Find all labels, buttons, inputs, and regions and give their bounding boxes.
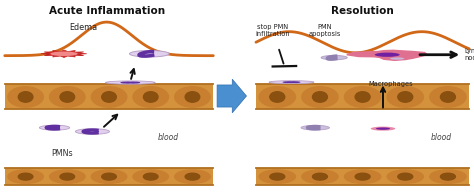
- Ellipse shape: [129, 50, 169, 57]
- Ellipse shape: [371, 127, 395, 131]
- Ellipse shape: [75, 129, 109, 134]
- Ellipse shape: [91, 170, 127, 183]
- Text: Lymph
node: Lymph node: [465, 48, 474, 61]
- Ellipse shape: [375, 53, 400, 57]
- Ellipse shape: [106, 81, 155, 84]
- Ellipse shape: [302, 87, 338, 107]
- Ellipse shape: [8, 87, 43, 107]
- Ellipse shape: [144, 173, 158, 180]
- Ellipse shape: [175, 87, 210, 107]
- FancyBboxPatch shape: [256, 84, 469, 109]
- Ellipse shape: [312, 92, 328, 102]
- Ellipse shape: [430, 170, 466, 183]
- Ellipse shape: [185, 173, 200, 180]
- Ellipse shape: [130, 82, 140, 84]
- Ellipse shape: [387, 170, 423, 183]
- Ellipse shape: [345, 87, 381, 107]
- Ellipse shape: [398, 173, 413, 180]
- Ellipse shape: [39, 125, 70, 130]
- FancyBboxPatch shape: [5, 169, 213, 185]
- Text: PMN
apoptosis: PMN apoptosis: [309, 24, 341, 37]
- FancyBboxPatch shape: [256, 169, 469, 185]
- Ellipse shape: [440, 92, 456, 102]
- Ellipse shape: [133, 87, 168, 107]
- Ellipse shape: [50, 170, 85, 183]
- Ellipse shape: [60, 92, 74, 102]
- Ellipse shape: [387, 87, 423, 107]
- Ellipse shape: [301, 125, 329, 130]
- Ellipse shape: [376, 127, 390, 130]
- Ellipse shape: [125, 82, 136, 84]
- Text: blood: blood: [158, 133, 179, 142]
- Ellipse shape: [355, 92, 370, 102]
- Ellipse shape: [120, 82, 130, 84]
- Text: Edema: Edema: [69, 23, 97, 32]
- Ellipse shape: [269, 81, 314, 84]
- Ellipse shape: [133, 170, 168, 183]
- Ellipse shape: [283, 81, 292, 83]
- Ellipse shape: [355, 173, 370, 180]
- Ellipse shape: [430, 87, 466, 107]
- Text: Acute Inflammation: Acute Inflammation: [49, 6, 164, 16]
- Ellipse shape: [8, 170, 43, 183]
- Text: Macrophages: Macrophages: [369, 80, 413, 87]
- Ellipse shape: [292, 81, 301, 83]
- Ellipse shape: [50, 87, 85, 107]
- Ellipse shape: [102, 92, 116, 102]
- Ellipse shape: [312, 173, 328, 180]
- Ellipse shape: [50, 51, 78, 56]
- Text: stop PMN
infiltration: stop PMN infiltration: [255, 24, 290, 37]
- Ellipse shape: [270, 173, 285, 180]
- Ellipse shape: [259, 87, 295, 107]
- Ellipse shape: [144, 92, 158, 102]
- Polygon shape: [41, 50, 87, 57]
- FancyArrow shape: [217, 79, 246, 113]
- Ellipse shape: [390, 57, 404, 60]
- Ellipse shape: [18, 92, 33, 102]
- Ellipse shape: [60, 173, 74, 180]
- Text: Resolution: Resolution: [331, 6, 394, 16]
- Text: PMNs: PMNs: [51, 149, 73, 158]
- Ellipse shape: [175, 170, 210, 183]
- Ellipse shape: [18, 173, 33, 180]
- Ellipse shape: [398, 92, 413, 102]
- Text: blood: blood: [430, 133, 451, 142]
- Ellipse shape: [259, 170, 295, 183]
- Ellipse shape: [185, 92, 200, 102]
- Ellipse shape: [440, 173, 456, 180]
- Ellipse shape: [302, 170, 338, 183]
- Ellipse shape: [345, 170, 381, 183]
- Ellipse shape: [287, 81, 296, 83]
- Ellipse shape: [91, 87, 127, 107]
- Ellipse shape: [321, 55, 347, 60]
- Ellipse shape: [270, 92, 285, 102]
- FancyBboxPatch shape: [5, 84, 213, 109]
- Ellipse shape: [102, 173, 116, 180]
- Polygon shape: [347, 50, 427, 60]
